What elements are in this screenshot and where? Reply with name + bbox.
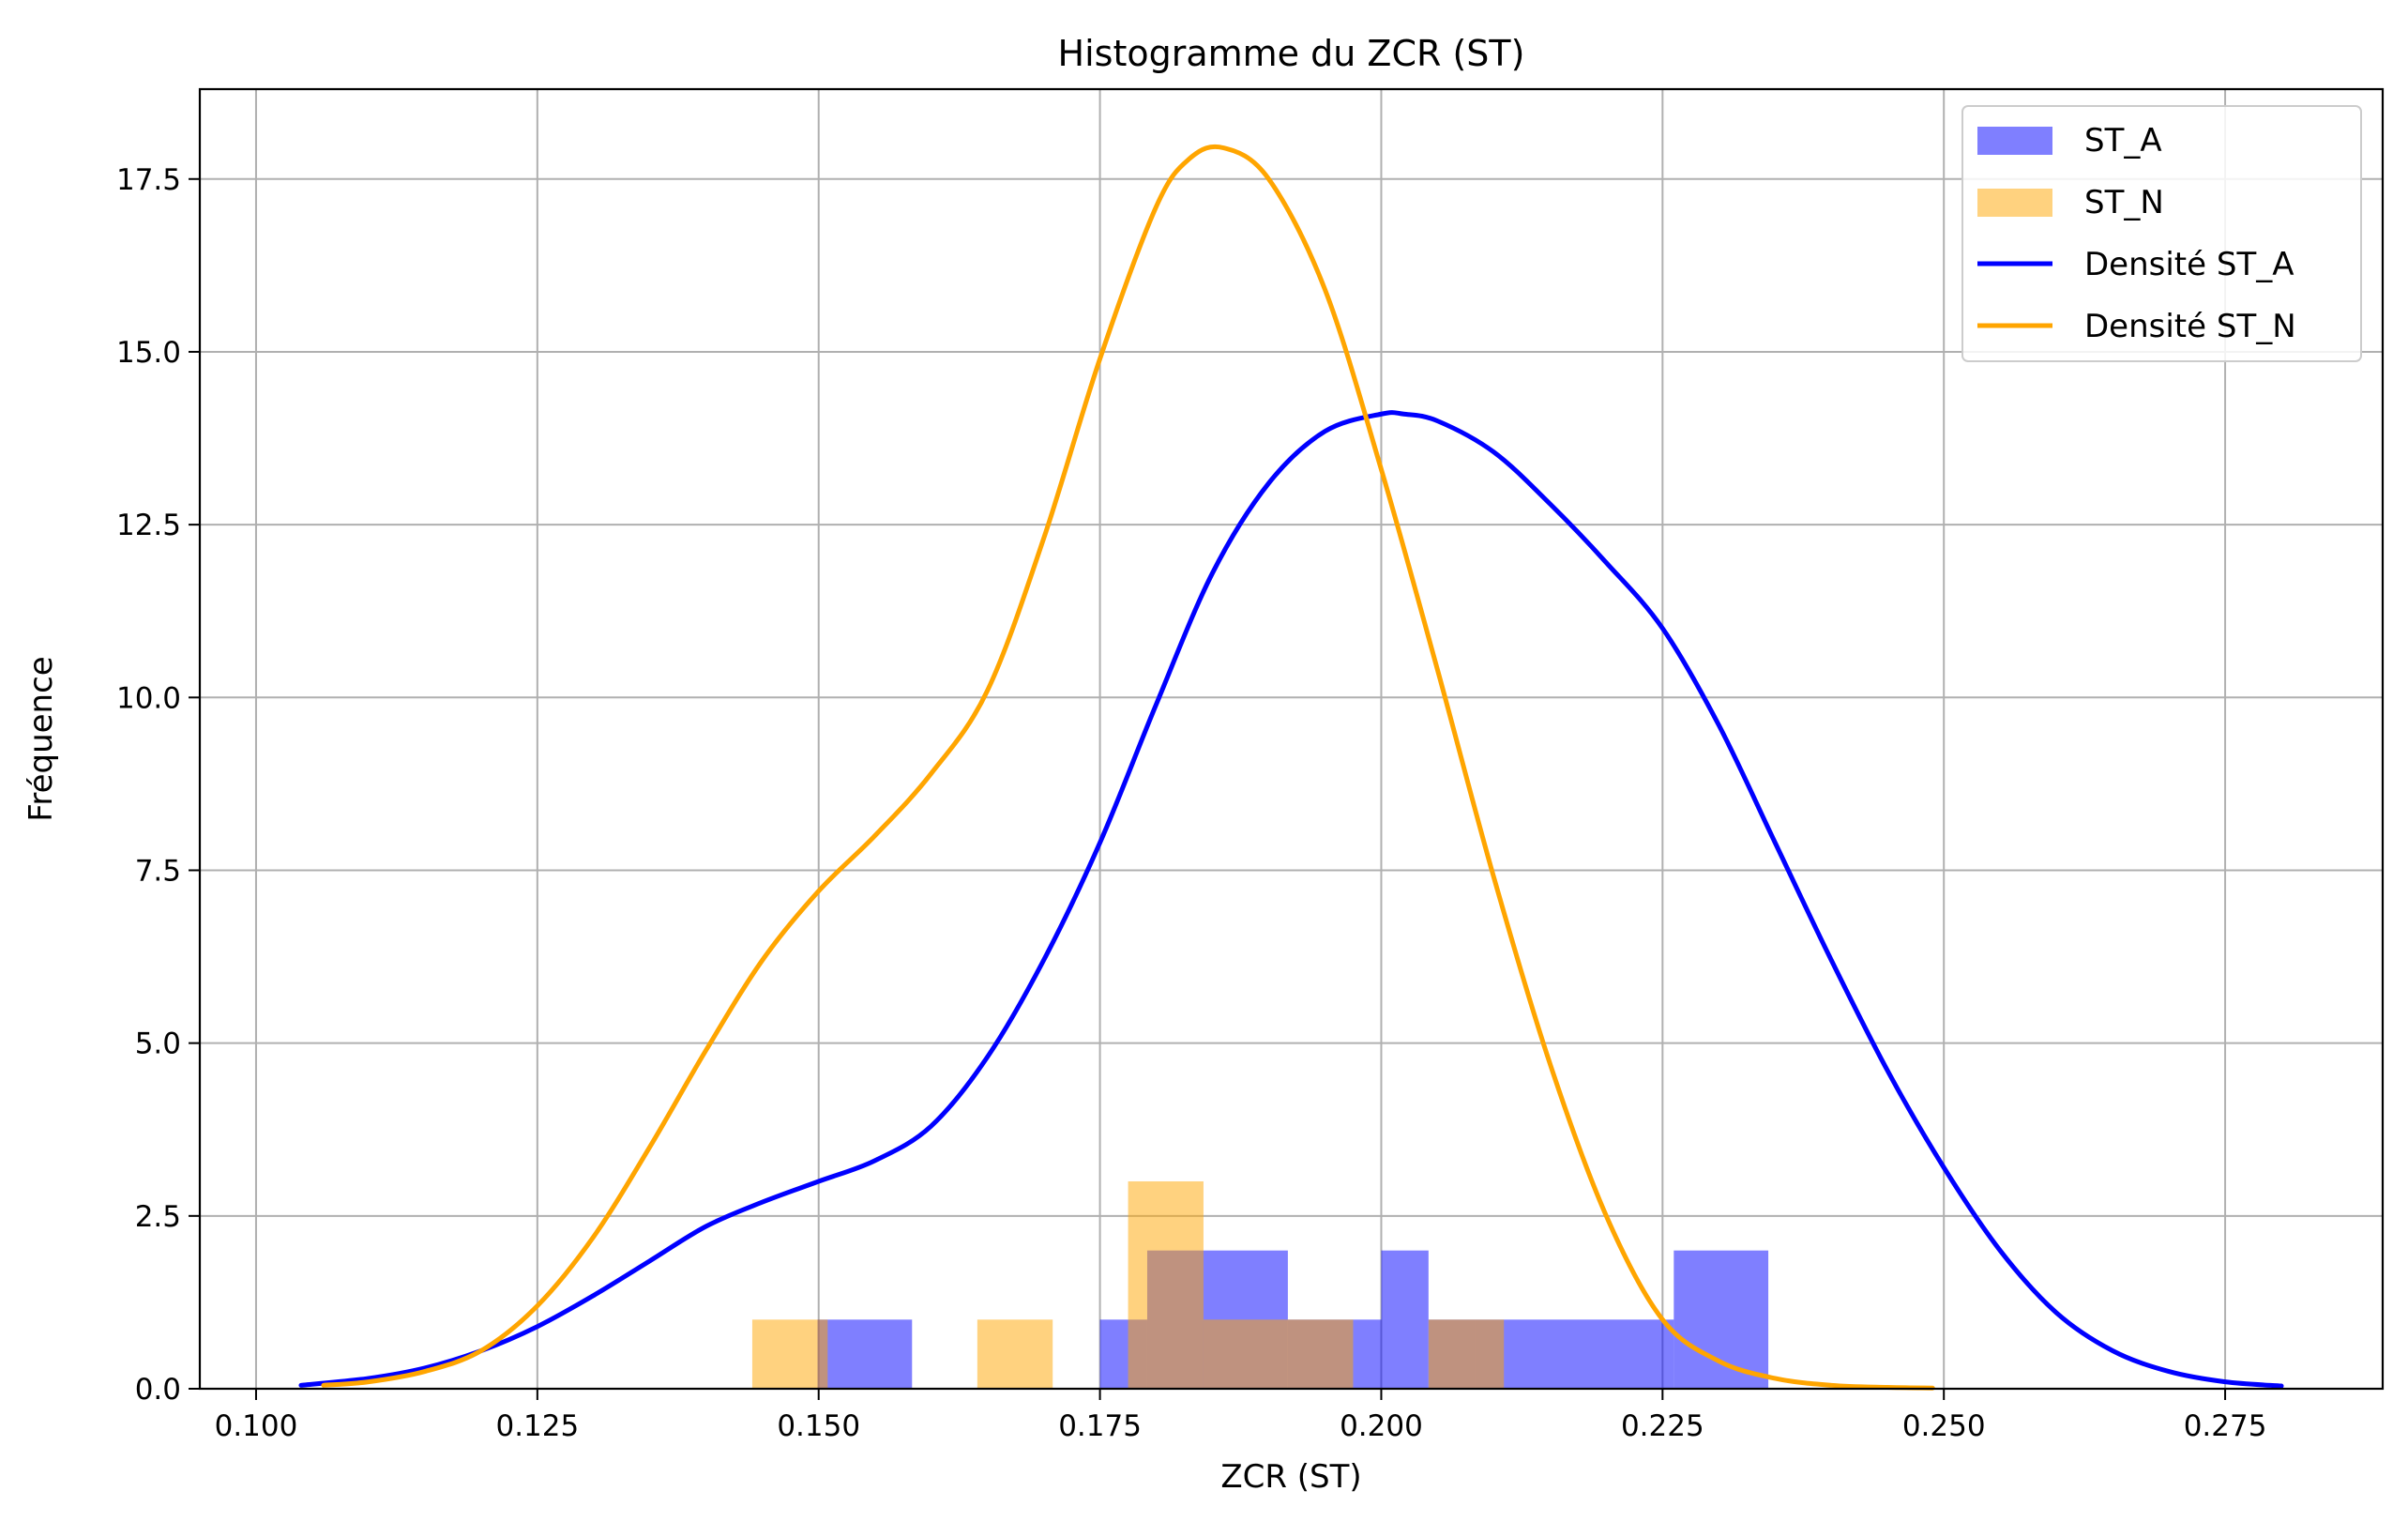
y-tick-label: 2.5 — [135, 1200, 181, 1234]
histogram-bars — [751, 1180, 1769, 1389]
bar-st-n — [1428, 1319, 1505, 1389]
y-tick-label: 7.5 — [135, 854, 181, 888]
bar-st-a — [1673, 1250, 1769, 1389]
bar-st-n — [1128, 1180, 1204, 1389]
x-tick-label: 0.125 — [495, 1409, 579, 1443]
y-tick-label: 0.0 — [135, 1373, 181, 1407]
x-tick-label: 0.150 — [777, 1409, 860, 1443]
legend-label: ST_N — [2084, 184, 2164, 221]
bar-st-a — [1381, 1250, 1429, 1389]
y-tick-label: 15.0 — [116, 336, 181, 370]
series-line-densit-st-a — [298, 410, 2284, 1389]
x-tick-label: 0.225 — [1621, 1409, 1704, 1443]
density-lines — [298, 144, 2284, 1391]
legend-label: ST_A — [2084, 122, 2162, 160]
y-axis-label: Fréquence — [23, 656, 60, 821]
x-tick-label: 0.200 — [1340, 1409, 1423, 1443]
plot-frame — [198, 87, 2385, 1391]
legend-label: Densité ST_N — [2084, 308, 2296, 345]
legend-label: Densité ST_A — [2084, 246, 2294, 283]
y-tick-label: 17.5 — [116, 163, 181, 197]
y-tick-label: 10.0 — [116, 681, 181, 715]
legend-swatch — [1977, 189, 2052, 217]
axis-ticks: 0.100 0.125 0.150 0.175 0.200 0.225 0.250 0.275… — [116, 163, 2266, 1443]
x-tick-label: 0.175 — [1058, 1409, 1142, 1443]
bar-st-n — [977, 1319, 1053, 1389]
y-tick-label: 12.5 — [116, 509, 181, 542]
x-tick-label: 0.100 — [215, 1409, 298, 1443]
chart-title: Histogramme du ZCR (ST) — [1058, 33, 1525, 74]
x-tick-label: 0.250 — [1902, 1409, 1986, 1443]
legend-box — [1961, 105, 2362, 362]
bar-st-a — [1475, 1319, 1674, 1389]
legend-swatch — [1977, 127, 2052, 155]
y-tick-label: 5.0 — [135, 1027, 181, 1061]
bar-st-n — [751, 1319, 828, 1389]
x-axis-label: ZCR (ST) — [1220, 1458, 1361, 1496]
series-line-densit-st-n — [321, 144, 1935, 1391]
x-tick-label: 0.275 — [2184, 1409, 2267, 1443]
legend: ST_A ST_N Densité ST_A Densité ST_N — [1961, 105, 2362, 362]
bar-st-n — [1203, 1319, 1354, 1389]
bar-st-a — [817, 1319, 913, 1389]
